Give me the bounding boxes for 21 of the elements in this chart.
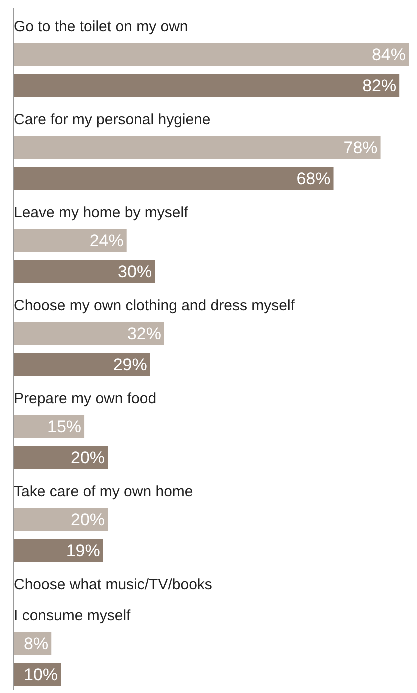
- y-tick-label: Choose what music/TV/books I consume myself: [14, 576, 212, 624]
- y-tick-label: Leave my home by myself: [14, 204, 190, 222]
- y-tick-label: Take care of my own home: [14, 484, 194, 500]
- data-label: 78%: [344, 138, 378, 158]
- y-tick-label: Go to the toilet on my own: [14, 18, 188, 36]
- data-label: 15%: [48, 418, 82, 436]
- data-label: 29%: [113, 356, 148, 374]
- data-label: 20%: [71, 448, 106, 468]
- y-tick-label: Care for my personal hygiene: [14, 112, 211, 128]
- data-label: 30%: [118, 262, 152, 282]
- y-tick-label: Choose my own clothing and dress myself: [14, 298, 296, 314]
- data-label: 10%: [24, 666, 58, 684]
- data-label: 8%: [24, 634, 49, 654]
- data-label: 19%: [66, 542, 100, 560]
- data-label: 20%: [71, 510, 106, 530]
- y-tick-label: Prepare my own food: [14, 390, 157, 408]
- data-label: 84%: [372, 46, 406, 64]
- data-label: 32%: [127, 324, 162, 344]
- data-label: 24%: [90, 232, 124, 250]
- data-label: 82%: [362, 76, 397, 96]
- data-label: 68%: [296, 170, 331, 188]
